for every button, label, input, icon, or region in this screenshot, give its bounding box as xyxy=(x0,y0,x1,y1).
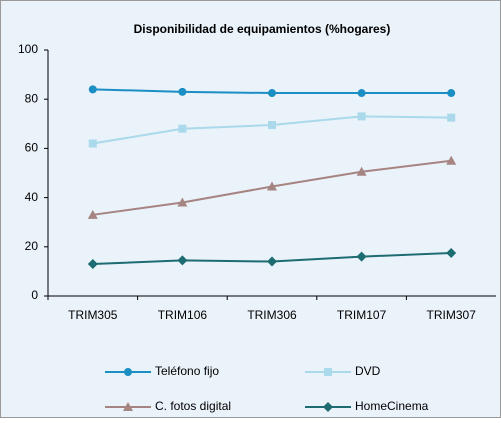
marker xyxy=(357,89,366,98)
legend-label: Teléfono fijo xyxy=(155,364,219,378)
marker xyxy=(124,368,132,376)
marker xyxy=(324,368,332,376)
marker xyxy=(446,155,457,165)
legend-label: DVD xyxy=(355,364,381,378)
x-tick-label: TRIM305 xyxy=(68,308,118,322)
chart-title: Disponibilidad de equipamientos (%hogare… xyxy=(134,22,391,36)
legend-label: HomeCinema xyxy=(355,399,429,413)
marker xyxy=(177,197,188,207)
marker xyxy=(88,85,97,94)
y-tick-label: 100 xyxy=(18,42,38,56)
marker xyxy=(356,166,367,176)
marker xyxy=(178,87,187,96)
marker xyxy=(177,255,188,266)
marker xyxy=(447,113,456,122)
marker xyxy=(87,209,98,219)
y-tick-label: 20 xyxy=(25,239,39,253)
x-tick-label: TRIM107 xyxy=(337,308,387,322)
marker xyxy=(178,124,187,133)
marker xyxy=(123,402,133,411)
marker xyxy=(268,89,276,98)
marker xyxy=(268,121,276,130)
legend-label: C. fotos digital xyxy=(155,399,231,413)
marker xyxy=(356,251,367,262)
x-tick-label: TRIM307 xyxy=(427,308,477,322)
marker xyxy=(267,181,277,191)
marker xyxy=(447,89,456,98)
marker xyxy=(88,139,97,148)
y-tick-label: 60 xyxy=(25,141,39,155)
marker xyxy=(323,402,333,412)
marker xyxy=(87,259,98,270)
y-tick-label: 0 xyxy=(31,288,38,302)
marker xyxy=(446,247,457,258)
marker xyxy=(357,112,366,121)
x-tick-label: TRIM106 xyxy=(158,308,208,322)
x-tick-label: TRIM306 xyxy=(247,308,297,322)
marker xyxy=(267,256,277,267)
y-tick-label: 80 xyxy=(25,91,39,105)
y-tick-label: 40 xyxy=(25,190,39,204)
